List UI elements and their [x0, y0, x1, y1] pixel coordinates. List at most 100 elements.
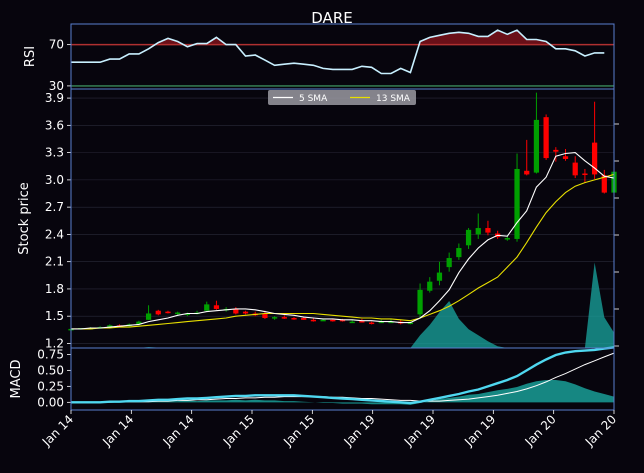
candle-down	[165, 311, 171, 314]
rsi-grid	[71, 44, 614, 87]
rsi-tick-label: 70	[49, 38, 64, 52]
candle-down	[339, 319, 346, 322]
rsi-tick-label: 30	[49, 79, 64, 93]
x-tick-label: Jan 20	[522, 412, 559, 449]
candle-up	[533, 119, 540, 173]
candle-up	[320, 319, 326, 322]
candle-up	[427, 281, 433, 291]
candle-down	[233, 308, 239, 314]
x-tick-label: Jan 14	[99, 412, 136, 449]
candle-up	[446, 258, 452, 268]
price-panel-frame	[70, 88, 615, 349]
macd-signal-line	[71, 352, 615, 403]
price-tick-label: 1.5	[45, 309, 64, 323]
macd-line	[71, 346, 615, 405]
price-tick-label: 1.8	[45, 282, 64, 296]
candle-up	[436, 272, 443, 281]
candle-up	[456, 248, 462, 258]
x-tick-label: Jan 19	[401, 412, 438, 449]
candle-down	[291, 318, 297, 320]
macd-panel-frame	[70, 347, 615, 411]
rsi-panel-frame	[70, 23, 615, 90]
macd-panel: 0.000.250.500.75 MACD Jan 14 Jan 14 Jan 14…	[9, 346, 619, 449]
legend-label-sma5: 5 SMA	[299, 94, 328, 104]
x-tick-label: Jan 14	[160, 412, 197, 449]
sma5-line	[71, 152, 615, 330]
candle-down	[301, 318, 307, 320]
candle-up	[349, 321, 355, 324]
candle-down	[368, 322, 375, 325]
candle-down	[553, 149, 559, 152]
candle-down	[281, 317, 287, 319]
candle-down	[572, 162, 578, 176]
legend-label-sma13: 13 SMA	[376, 94, 411, 104]
price-panel: 1.2 1.5 1.8 2.1 2.4 2.7 3.0 3.3 3.6 3.9 Stock pri…	[17, 88, 619, 350]
price-tick-label: 3.3	[45, 146, 64, 160]
x-tick-label: Jan 20	[582, 412, 619, 449]
candle-up	[184, 313, 190, 315]
candle-down	[310, 319, 317, 322]
x-tick-label: Jan 19	[461, 412, 498, 449]
candle-up	[175, 312, 181, 315]
volume-area	[71, 262, 614, 348]
price-grid	[71, 97, 614, 344]
candle-up	[136, 321, 142, 325]
candle-down	[601, 175, 607, 193]
rsi-panel: 30 70 RSI	[23, 23, 615, 93]
macd-tick-label: 0.75	[37, 347, 64, 361]
price-tick-label: 2.7	[45, 200, 64, 214]
x-tick-label: Jan 15	[220, 412, 257, 449]
candle-up	[272, 317, 278, 319]
rsi-y-ticks: 30 70	[49, 38, 71, 93]
rsi-line	[71, 29, 605, 75]
x-tick-label: Jan 19	[341, 412, 378, 449]
candle-down	[242, 311, 249, 314]
candle-up	[204, 304, 210, 311]
candle-down	[582, 173, 588, 176]
candle-down	[591, 142, 598, 175]
candle-down	[262, 313, 268, 319]
candle-up	[504, 238, 510, 240]
macd-tick-label: 0.25	[37, 379, 64, 393]
price-tick-label: 3.9	[45, 91, 64, 105]
rsi-y-axis-label: RSI	[23, 46, 38, 67]
candle-up	[407, 322, 413, 325]
candle-down	[359, 320, 365, 323]
price-tick-label: 3.0	[45, 173, 64, 187]
price-tick-label: 2.1	[45, 255, 64, 269]
x-tick-label: Jan 14	[39, 412, 76, 449]
candle-up	[465, 229, 472, 246]
candle-up	[107, 325, 113, 328]
rsi-overbought-fill	[155, 30, 551, 45]
candle-up	[378, 321, 384, 324]
macd-y-axis-label: MACD	[9, 360, 24, 399]
candlesticks	[68, 92, 617, 331]
macd-tick-label: 0.50	[37, 363, 64, 377]
x-tick-label: Jan 15	[280, 412, 317, 449]
volume-right-ticks	[614, 123, 619, 347]
candle-down	[330, 319, 336, 322]
legend-box	[268, 90, 416, 105]
price-tick-label: 3.6	[45, 118, 64, 132]
candle-down	[485, 228, 491, 233]
price-y-ticks: 1.2 1.5 1.8 2.1 2.4 2.7 3.0 3.3 3.6 3.9	[45, 91, 71, 350]
x-axis-ticks: Jan 14 Jan 14 Jan 14 Jan 15 Jan 15 Jan 19 Jan …	[39, 410, 619, 449]
candle-up	[475, 228, 481, 235]
candle-up	[417, 289, 423, 315]
macd-tick-label: 0.00	[37, 395, 64, 409]
macd-y-ticks: 0.00 0.25 0.50 0.75	[37, 347, 71, 409]
candle-down	[562, 156, 569, 159]
price-y-axis-label: Stock price	[17, 182, 32, 254]
candle-up	[145, 313, 152, 320]
candle-down	[155, 310, 161, 315]
sma13-line	[71, 173, 615, 330]
price-tick-label: 1.2	[45, 336, 64, 350]
candle-up	[388, 321, 394, 324]
candle-down	[524, 170, 530, 175]
candle-down	[213, 305, 220, 309]
candle-down	[543, 117, 549, 159]
price-tick-label: 2.4	[45, 227, 64, 241]
legend: 5 SMA 13 SMA	[268, 90, 416, 105]
chart-title: DARE	[311, 9, 352, 27]
